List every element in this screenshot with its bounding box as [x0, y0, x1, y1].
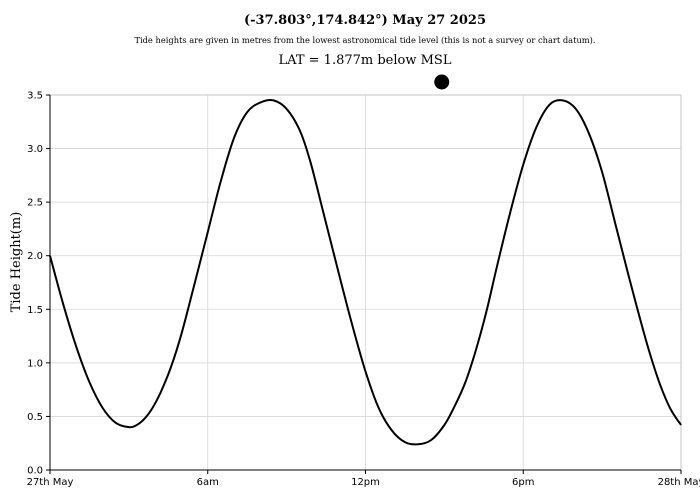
y-tick-label: 1.5 — [27, 305, 43, 316]
x-tick-label: 6pm — [512, 477, 534, 488]
y-tick-label: 2.5 — [27, 198, 43, 209]
marker-layer — [434, 74, 450, 90]
y-tick-label: 3.5 — [27, 91, 43, 102]
series-layer — [49, 98, 682, 446]
x-tick-label: 28th May — [658, 477, 700, 488]
x-tick-label: 27th May — [27, 477, 74, 488]
current-time-marker — [434, 74, 450, 90]
chart-subtitle: Tide heights are given in metres from th… — [134, 35, 595, 45]
y-tick-label: 0.5 — [27, 412, 43, 423]
chart-title: (-37.803°,174.842°) May 27 2025 — [244, 13, 486, 28]
x-tick-label: 12pm — [351, 477, 380, 488]
tide-height-line — [49, 98, 682, 446]
grid — [49, 94, 682, 471]
y-tick-label: 3.0 — [27, 144, 43, 155]
y-tick-label: 1.0 — [27, 358, 43, 369]
y-tick-label: 0.0 — [27, 466, 43, 477]
x-tick-label: 6am — [197, 477, 219, 488]
y-tick-label: 2.0 — [27, 251, 43, 262]
axes: 0.0 0.5 1.0 1.5 2.0 2.5 3.0 3.5 27th May 6am 12pm 6… — [27, 91, 700, 489]
lat-annotation: LAT = 1.877m below MSL — [279, 53, 452, 68]
y-axis-label: Tide Height(m) — [9, 212, 24, 313]
